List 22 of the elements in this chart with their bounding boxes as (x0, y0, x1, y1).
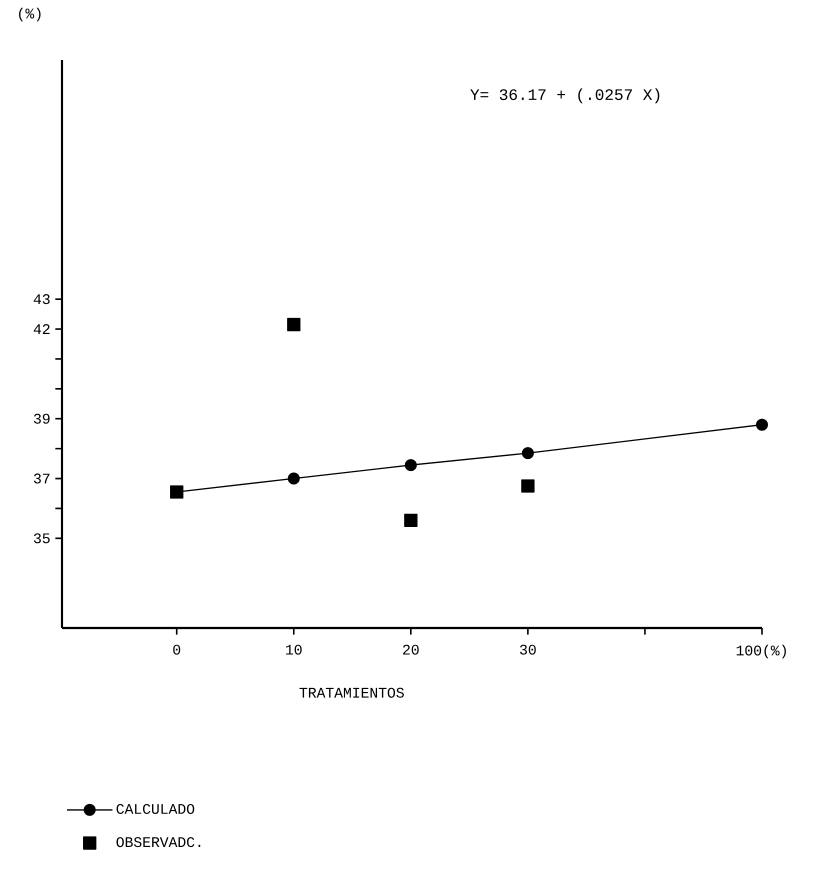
point (404, 459, 417, 472)
point (756, 418, 768, 431)
x-tick-label: 20 (403, 644, 419, 655)
legend-label: CALCULADO (116, 804, 194, 814)
x-axis-title: TRATAMIENTOS (300, 688, 404, 698)
x-tick-label: 100(%) (736, 644, 786, 658)
point (404, 514, 418, 528)
annotation: Y= 36.17 + (.0257 X) (470, 88, 660, 104)
y-axis-title: (%) (19, 8, 41, 22)
x-tick-label: 0 (173, 644, 180, 655)
y-tick-label: 42 (34, 324, 50, 334)
point (288, 472, 300, 485)
point (521, 479, 535, 493)
y-tick-label: 39 (34, 414, 50, 424)
y-tick-label: 37 (34, 474, 50, 484)
legend-label: OBSERVADC. (116, 837, 200, 848)
y-tick-label: 35 (34, 533, 50, 544)
y-tick-label: 43 (34, 294, 50, 304)
point (287, 318, 300, 332)
x-tick-label: 10 (286, 644, 302, 655)
point (522, 447, 534, 460)
x-tick-label: 30 (520, 644, 536, 655)
